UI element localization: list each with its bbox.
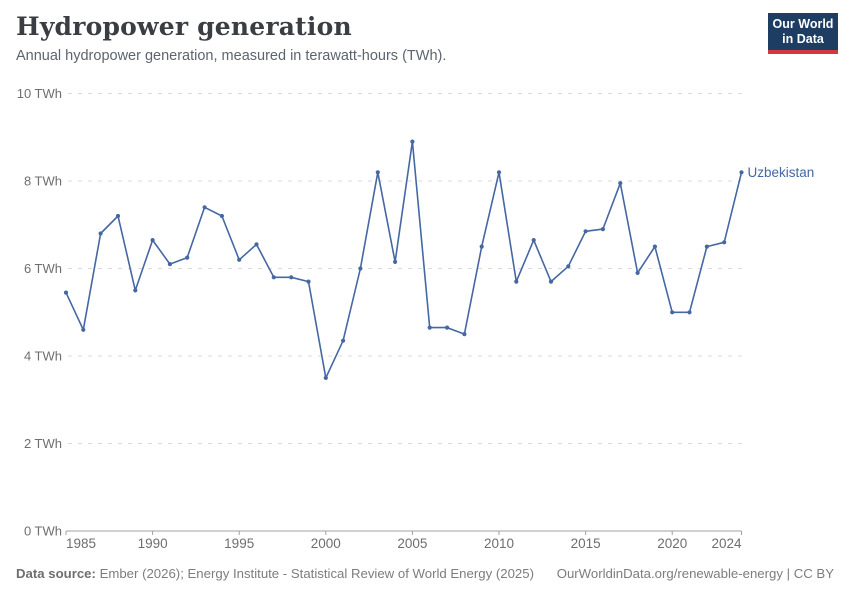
data-point-marker[interactable] (81, 327, 86, 332)
data-point-marker[interactable] (358, 266, 363, 271)
data-point-marker[interactable] (323, 375, 328, 380)
data-source-text: Ember (2026); Energy Institute - Statist… (99, 566, 534, 581)
y-tick-label: 2 TWh (24, 436, 62, 451)
owid-logo: Our World in Data (768, 13, 838, 54)
series-end-label[interactable]: Uzbekistan (748, 165, 815, 180)
x-tick-label: 2015 (571, 536, 601, 551)
data-point-marker[interactable] (427, 325, 432, 330)
data-point-marker[interactable] (115, 213, 121, 219)
data-point-marker[interactable] (618, 181, 623, 186)
x-tick-label: 1985 (66, 536, 96, 551)
data-point-marker[interactable] (635, 270, 640, 275)
data-point-marker[interactable] (219, 213, 224, 219)
data-point-marker[interactable] (133, 288, 138, 293)
footer: Data source: Ember (2026); Energy Instit… (16, 566, 834, 581)
data-point-marker[interactable] (514, 279, 519, 284)
data-point-marker[interactable] (531, 238, 536, 243)
x-tick-label: 2010 (484, 536, 514, 551)
x-tick-label: 1990 (138, 536, 168, 551)
trend-line[interactable] (65, 140, 743, 379)
data-point-marker[interactable] (254, 242, 259, 247)
footer-link[interactable]: OurWorldinData.org/renewable-energy | CC… (556, 566, 834, 581)
y-tick-label: 4 TWh (24, 349, 62, 364)
data-source: Data source: Ember (2026); Energy Instit… (16, 566, 534, 581)
data-point-marker[interactable] (670, 310, 675, 315)
x-tick-label: 2000 (311, 536, 341, 551)
data-point-marker[interactable] (341, 338, 346, 343)
data-point-marker[interactable] (167, 262, 172, 267)
y-tick-label: 8 TWh (24, 174, 62, 189)
data-point-marker[interactable] (271, 275, 276, 280)
data-point-marker[interactable] (445, 325, 450, 330)
data-point-marker[interactable] (496, 170, 502, 175)
data-point-marker[interactable] (583, 229, 588, 234)
data-point-marker[interactable] (237, 257, 242, 262)
data-point-marker[interactable] (375, 170, 380, 175)
data-point-marker[interactable] (462, 332, 467, 337)
data-point-marker[interactable] (63, 290, 69, 295)
chart-subtitle: Annual hydropower generation, measured i… (16, 48, 447, 64)
data-point-marker[interactable] (652, 244, 658, 249)
data-point-marker[interactable] (185, 255, 190, 260)
data-point-marker[interactable] (566, 264, 571, 269)
x-tick-label: 2024 (711, 536, 742, 551)
data-point-marker[interactable] (202, 205, 207, 210)
x-tick-label: 1995 (224, 536, 254, 551)
owid-logo-red-bar (768, 50, 838, 54)
page-title: Hydropower generation (16, 12, 352, 41)
owid-logo-line2: in Data (782, 32, 824, 46)
data-point-marker[interactable] (600, 227, 606, 232)
data-point-marker[interactable] (306, 279, 311, 284)
x-tick-label: 2020 (657, 536, 687, 551)
owid-logo-line1: Our World (772, 17, 834, 31)
y-tick-label: 10 TWh (17, 86, 62, 101)
data-point-marker[interactable] (150, 238, 155, 243)
data-point-marker[interactable] (479, 244, 484, 249)
data-point-marker[interactable] (393, 259, 398, 264)
data-point-marker[interactable] (687, 310, 692, 315)
y-tick-label: 6 TWh (24, 261, 62, 276)
data-point-marker[interactable] (704, 244, 710, 249)
data-point-marker[interactable] (548, 279, 554, 284)
y-tick-label: 0 TWh (24, 524, 62, 539)
data-point-marker[interactable] (410, 139, 415, 144)
data-point-marker[interactable] (289, 275, 294, 280)
data-source-label: Data source: (16, 566, 96, 581)
data-point-marker[interactable] (98, 231, 103, 236)
data-point-marker[interactable] (722, 240, 727, 245)
x-tick-label: 2005 (397, 536, 427, 551)
data-point-marker[interactable] (739, 170, 744, 175)
